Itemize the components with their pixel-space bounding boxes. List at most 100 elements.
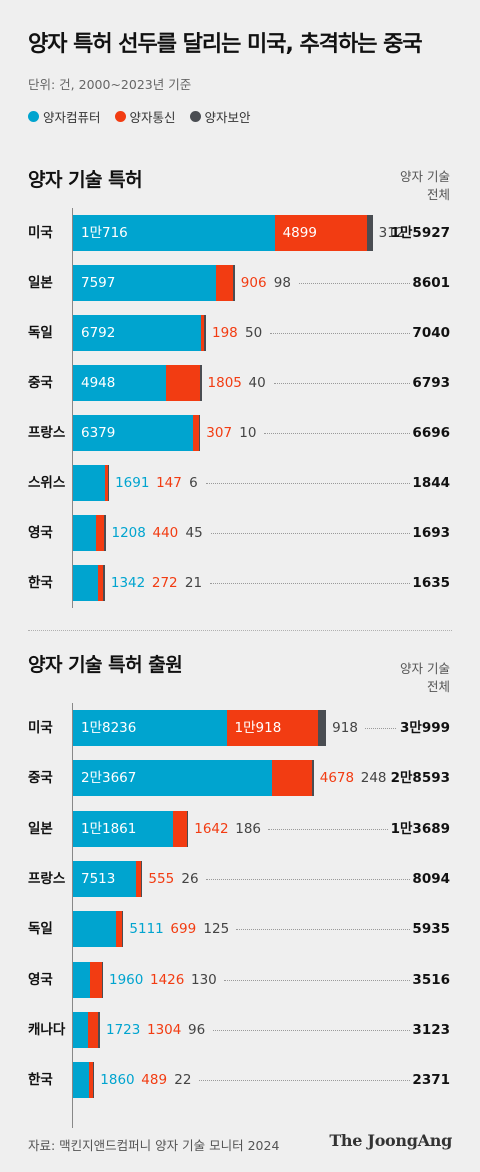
total-value: 5935 (412, 921, 450, 938)
chart-row: 일본 7597 906 98 8601 (0, 263, 480, 303)
value-label-security: 186 (235, 820, 262, 837)
total-value: 3516 (412, 971, 450, 988)
value-label-security: 918 (332, 720, 358, 736)
chart-row: 한국 1860 489 22 2371 (0, 1060, 480, 1100)
leader-line (210, 533, 410, 534)
chart-row: 독일 5111 699 125 5935 (0, 909, 480, 949)
legend-item-computer: 양자컴퓨터 (28, 107, 101, 126)
total-value: 1693 (412, 525, 450, 541)
total-header-patents: 양자 기술 전체 (400, 168, 450, 204)
bar-segment-computer (73, 1011, 88, 1048)
bar-segment-communication (226, 710, 319, 746)
page-title: 양자 특허 선두를 달리는 미국, 추격하는 중국 (28, 32, 423, 57)
bar-segment-security (101, 961, 103, 998)
leader-line (273, 383, 410, 384)
bar-segment-security (232, 265, 235, 301)
chart-row: 영국 1960 1426 130 3516 (0, 960, 480, 1000)
total-value: 2만8593 (390, 770, 450, 787)
legend-dot-communication (114, 111, 126, 122)
leader-line (268, 828, 389, 830)
chart-row: 미국 1만716 4899 312 1만5927 (0, 213, 480, 253)
country-label: 중국 (28, 375, 53, 391)
bar-segment-communication (98, 565, 104, 601)
leader-line (365, 728, 397, 729)
bar-segment-computer (73, 365, 167, 401)
value-label-security: 125 (203, 921, 230, 938)
bar-segment-communication (172, 810, 187, 847)
value-label-computer: 1208 (111, 525, 146, 541)
value-label-security: 6 (189, 475, 198, 491)
value-label-computer: 1960 (109, 971, 144, 988)
country-label: 캐나다 (28, 1021, 66, 1038)
total-value: 6793 (412, 375, 450, 391)
chart-title-applications: 양자 기술 특허 출원 (28, 654, 183, 676)
bar-segment-communication (200, 315, 205, 351)
value-label-security: 21 (184, 575, 203, 591)
total-header-line1: 양자 기술 (400, 661, 450, 676)
value-label-security: 248 (360, 770, 387, 787)
chart-row: 스위스 1691 147 6 1844 (0, 463, 480, 503)
legend: 양자컴퓨터 양자통신 양자보안 (28, 107, 251, 126)
bar-segment-security (121, 911, 124, 948)
bar-segment-communication (136, 860, 141, 897)
bar-segment-communication (116, 911, 122, 948)
chart-row: 프랑스 7513 555 26 8094 (0, 859, 480, 899)
legend-dot-computer (28, 111, 39, 122)
chart-row: 중국 4948 1805 40 6793 (0, 363, 480, 403)
value-label-computer: 2만3667 (81, 770, 137, 787)
bar-segment-communication (166, 365, 201, 401)
axis-line-applications (72, 703, 73, 1128)
value-label-security: 50 (244, 325, 263, 341)
country-label: 영국 (28, 525, 53, 541)
country-label: 미국 (28, 720, 53, 736)
bar-segment-computer (73, 265, 216, 301)
value-label-communication: 440 (152, 525, 179, 541)
axis-line-patents (72, 208, 73, 608)
total-value: 1만3689 (390, 820, 450, 837)
bar-segment-security (98, 1011, 100, 1048)
country-label: 한국 (28, 1072, 53, 1089)
total-header-line2: 전체 (426, 679, 450, 694)
bar-segment-computer (73, 760, 273, 797)
total-value: 7040 (412, 325, 450, 341)
bar-segment-computer (73, 860, 137, 897)
value-label-computer: 4948 (81, 375, 116, 391)
total-value: 8094 (412, 870, 450, 887)
bar-segment-security (198, 415, 201, 451)
source-note: 자료: 맥킨지앤드컴퍼니 양자 기술 모니터 2024 (28, 1138, 280, 1153)
leader-line (206, 878, 410, 880)
leader-line (224, 979, 410, 981)
country-label: 프랑스 (28, 870, 66, 887)
total-value: 1만5927 (390, 225, 450, 241)
bar-segment-security (140, 860, 143, 897)
value-label-computer: 6379 (81, 425, 116, 441)
total-header-line2: 전체 (426, 187, 450, 202)
value-label-communication: 307 (206, 425, 233, 441)
legend-dot-security (189, 111, 201, 122)
bar-segment-security (318, 710, 327, 746)
chart-title-patents: 양자 기술 특허 (28, 169, 143, 191)
value-label-communication: 1642 (194, 820, 229, 837)
value-label-communication: 699 (170, 921, 197, 938)
country-label: 한국 (28, 575, 53, 591)
leader-line (264, 433, 410, 434)
country-label: 일본 (28, 275, 53, 291)
value-label-computer: 1342 (110, 575, 146, 591)
bar-segment-security (311, 760, 314, 797)
legend-label-security: 양자보안 (204, 110, 251, 125)
value-label-communication: 1304 (146, 1021, 182, 1038)
bar-segment-security (107, 465, 110, 501)
legend-label-computer: 양자컴퓨터 (43, 110, 101, 125)
total-value: 6696 (412, 425, 450, 441)
value-label-computer: 1만1861 (81, 820, 137, 837)
value-label-communication: 198 (211, 325, 238, 341)
leader-line (269, 333, 410, 334)
bar-segment-communication (193, 415, 199, 451)
total-header-line1: 양자 기술 (400, 169, 450, 184)
bar-segment-computer (73, 415, 193, 451)
bar-segment-computer (73, 515, 96, 551)
leader-line (209, 583, 410, 584)
chart-row: 프랑스 6379 307 10 6696 (0, 413, 480, 453)
leader-line (236, 929, 410, 931)
bar-segment-security (366, 215, 373, 251)
